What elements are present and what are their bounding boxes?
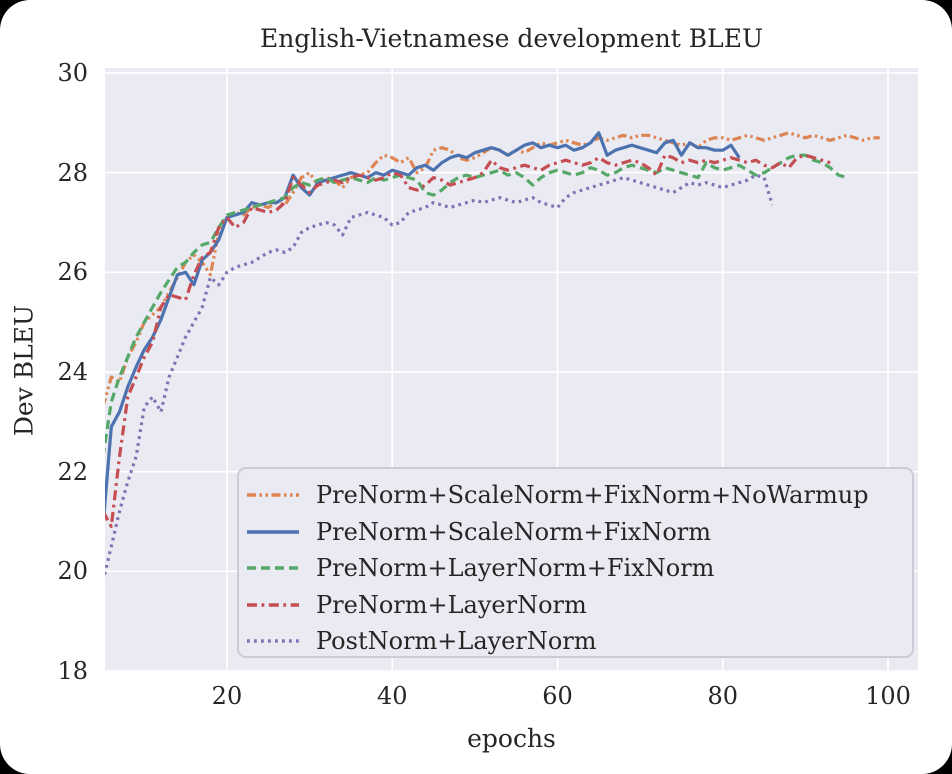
legend-label: PostNorm+LayerNorm [316,627,597,656]
legend-item: PreNorm+LayerNorm [247,587,912,624]
x-tick-label: 20 [211,682,243,710]
legend-label: PreNorm+ScaleNorm+FixNorm+NoWarmup [316,481,869,510]
legend-item: PreNorm+LayerNorm+FixNorm [247,550,912,587]
series-line [105,173,774,580]
y-axis-label: Dev BLEU [9,304,39,437]
legend-label: PreNorm+LayerNorm [316,590,587,619]
x-axis-label: epochs [467,724,556,753]
x-tick-label: 40 [376,682,408,710]
y-tick-label: 18 [57,657,88,685]
legend-line-swatch-icon [247,603,299,607]
y-tick-label: 22 [57,457,88,486]
legend-label: PreNorm+LayerNorm+FixNorm [316,554,715,583]
chart-title: English-Vietnamese development BLEU [259,24,764,53]
x-tick-label: 100 [865,682,911,710]
y-tick-label: 28 [57,158,88,187]
y-tick-label: 26 [57,258,88,287]
legend-line-swatch-icon [247,530,299,534]
legend-item: PreNorm+ScaleNorm+FixNorm [247,514,912,551]
y-tick-label: 30 [57,58,88,87]
legend-line-swatch-icon [247,639,299,643]
series-line [105,153,848,455]
x-tick-label: 60 [542,682,573,710]
legend-item: PreNorm+ScaleNorm+FixNorm+NoWarmup [247,477,912,514]
x-tick-label: 80 [707,682,738,710]
y-tick-label: 24 [57,357,88,386]
y-tick-label: 20 [57,557,88,586]
legend-label: PreNorm+ScaleNorm+FixNorm [316,517,712,546]
legend-line-swatch-icon [247,493,299,497]
legend-item: PostNorm+LayerNorm [247,623,912,660]
legend: PreNorm+ScaleNorm+FixNorm+NoWarmup PreNor… [237,467,914,658]
legend-line-swatch-icon [247,566,299,570]
